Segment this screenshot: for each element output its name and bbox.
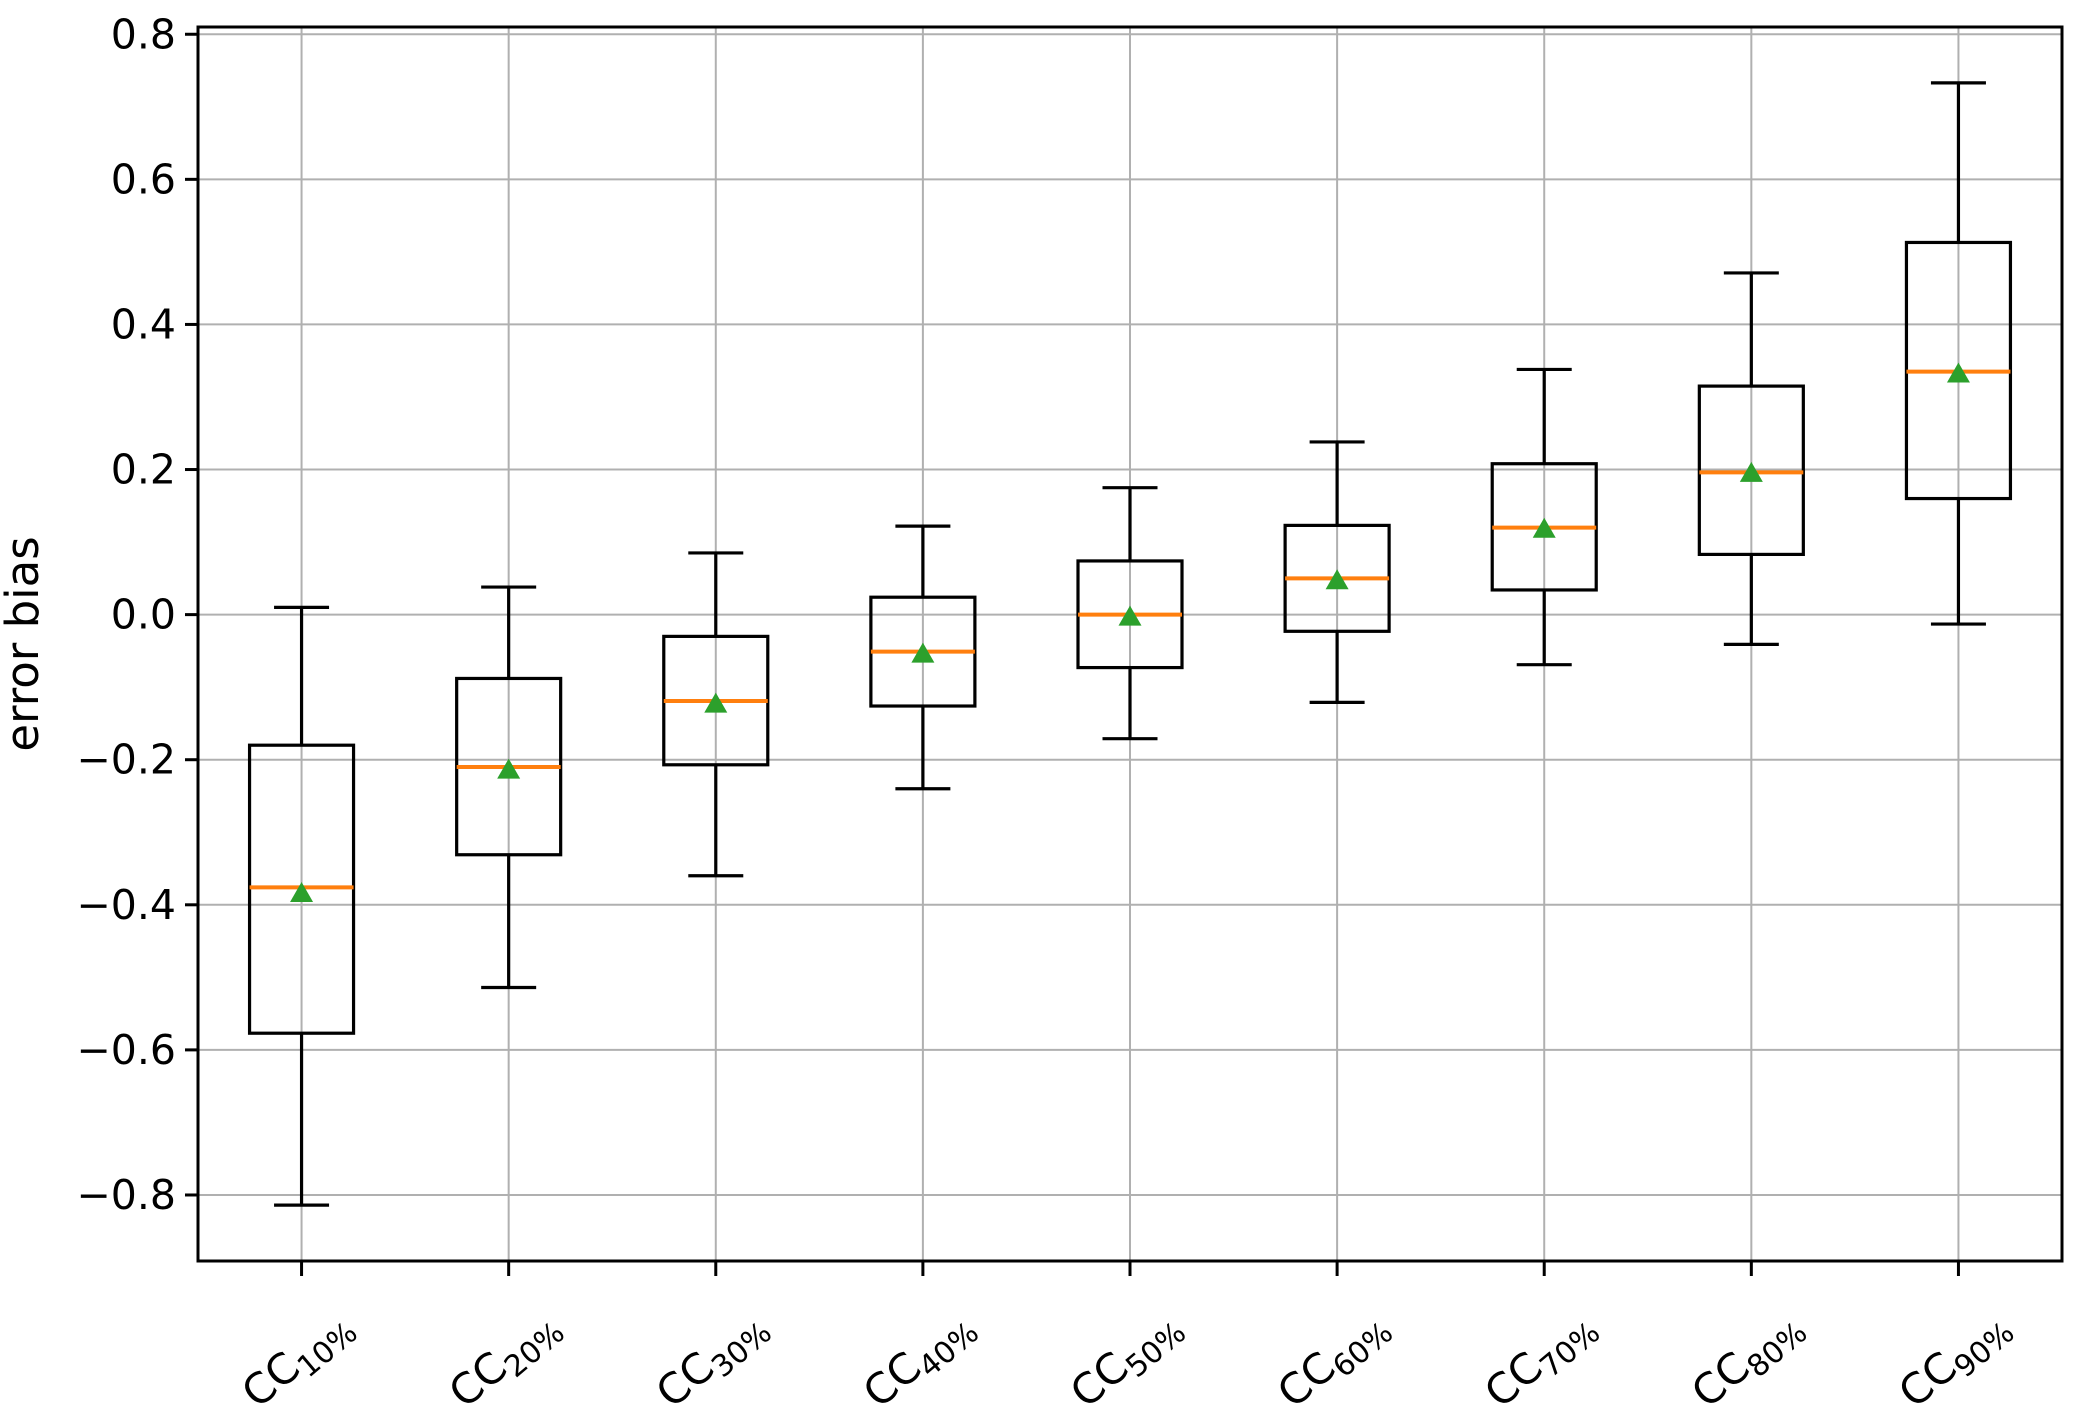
- y-tick-label: 0.4: [111, 300, 176, 348]
- box-group: [1076, 486, 1184, 741]
- mean-marker: [911, 642, 935, 663]
- box-group: [1490, 367, 1598, 667]
- y-tick-label: 0.2: [111, 446, 176, 494]
- box-group: [1904, 81, 2013, 626]
- mean-marker: [1118, 605, 1142, 626]
- mean-marker: [1739, 461, 1763, 482]
- y-tick-label: −0.8: [76, 1171, 176, 1219]
- box-group: [1283, 440, 1391, 704]
- y-tick-label: −0.6: [76, 1026, 176, 1074]
- mean-marker: [1325, 569, 1349, 590]
- iqr-box: [1697, 384, 1805, 557]
- box-group: [869, 524, 977, 791]
- y-axis-label: error bias: [0, 536, 49, 751]
- mean-marker: [704, 692, 728, 713]
- box-group: [662, 551, 770, 878]
- y-tick-label: 0.6: [111, 155, 176, 203]
- y-tick-label: 0.8: [111, 10, 176, 58]
- y-tick-label: 0.0: [111, 591, 176, 639]
- y-tick-label: −0.4: [76, 881, 176, 929]
- mean-marker: [1946, 362, 1970, 383]
- box-group: [455, 585, 563, 990]
- y-tick-label: −0.2: [76, 736, 176, 784]
- mean-marker: [1532, 517, 1556, 538]
- mean-marker: [497, 758, 521, 779]
- mean-marker: [290, 881, 314, 902]
- box-group: [1697, 271, 1805, 646]
- box-group: [247, 605, 356, 1207]
